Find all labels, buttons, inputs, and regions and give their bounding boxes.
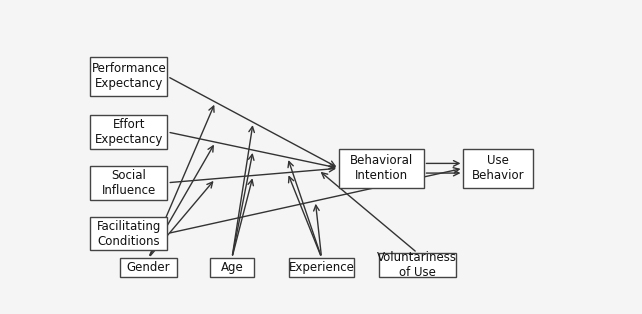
FancyBboxPatch shape: [90, 115, 168, 149]
Text: Performance
Expectancy: Performance Expectancy: [91, 62, 166, 90]
Text: Social
Influence: Social Influence: [101, 169, 156, 197]
FancyBboxPatch shape: [209, 258, 254, 277]
FancyBboxPatch shape: [120, 258, 177, 277]
FancyBboxPatch shape: [289, 258, 354, 277]
Text: Age: Age: [221, 261, 243, 274]
FancyBboxPatch shape: [379, 253, 456, 277]
FancyBboxPatch shape: [464, 149, 533, 187]
Text: Facilitating
Conditions: Facilitating Conditions: [96, 219, 161, 247]
Text: Gender: Gender: [127, 261, 171, 274]
FancyBboxPatch shape: [339, 149, 424, 187]
Text: Use
Behavior: Use Behavior: [472, 154, 525, 182]
Text: Experience: Experience: [289, 261, 354, 274]
Text: Behavioral
Intention: Behavioral Intention: [350, 154, 413, 182]
FancyBboxPatch shape: [90, 166, 168, 200]
FancyBboxPatch shape: [90, 217, 168, 251]
Text: Voluntariness
of Use: Voluntariness of Use: [377, 251, 457, 279]
Text: Effort
Expectancy: Effort Expectancy: [94, 118, 163, 146]
FancyBboxPatch shape: [90, 57, 168, 96]
